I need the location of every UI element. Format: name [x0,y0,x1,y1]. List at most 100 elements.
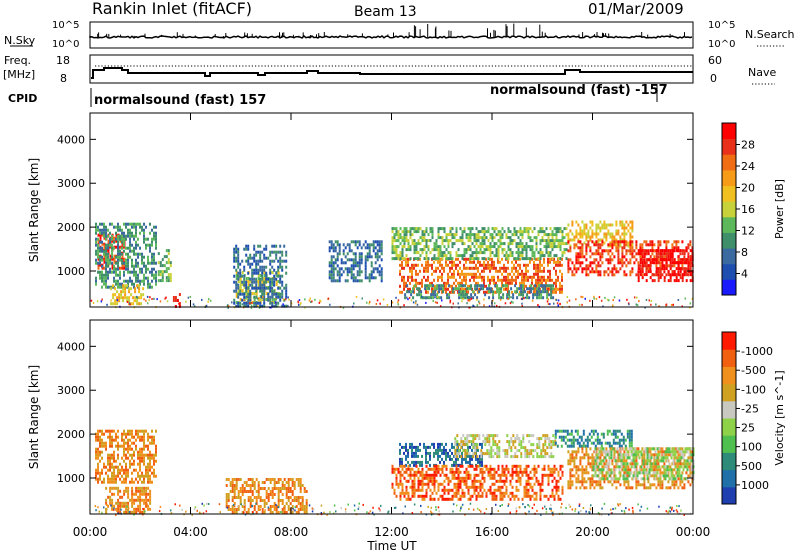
data-cell [663,276,666,280]
data-cell [597,246,600,250]
data-cell [595,226,598,230]
data-cell [525,464,528,468]
data-cell [565,242,568,246]
data-cell [469,272,471,276]
data-cell [543,245,546,249]
data-cell [459,260,461,264]
data-cell [115,438,117,442]
data-cell [537,284,539,288]
data-cell [131,471,133,475]
data-cell [465,278,467,282]
data-cell [273,484,276,487]
data-cell [305,508,308,511]
data-cell [364,276,367,280]
data-cell [233,478,236,481]
data-cell [123,504,126,508]
data-cell [615,223,618,227]
data-cell [631,270,634,274]
data-cell [629,226,632,230]
data-cell [133,273,135,277]
data-cell [579,229,582,233]
data-cell [665,264,668,268]
data-cell [583,267,586,271]
data-cell [533,290,535,294]
data-cell [501,236,504,240]
data-cell [247,499,250,502]
data-cell [555,269,557,273]
data-cell [393,251,396,255]
data-cell [155,237,157,241]
data-cell [481,227,484,231]
data-cell [603,249,606,253]
data-cell [513,239,516,243]
data-cell [265,247,268,251]
data-cell [481,476,484,480]
data-cell [591,235,594,239]
data-cell [364,240,367,244]
data-cell [123,279,125,283]
data-cell [261,277,264,281]
data-cell [561,278,563,282]
data-cell [425,464,428,468]
data-cell [432,293,435,297]
data-cell [510,296,512,299]
data-cell [174,299,177,302]
data-cell [611,270,614,274]
data-cell [531,230,534,234]
data-cell [139,507,142,511]
data-cell [492,290,495,294]
data-cell [159,261,162,265]
data-cell [109,432,111,436]
data-cell [546,293,549,297]
data-cell [539,251,542,255]
data-cell [547,275,549,279]
data-cell [130,302,133,306]
data-cell [231,478,234,481]
data-cell [125,501,128,505]
data-cell [655,270,658,274]
data-cell [231,496,234,499]
data-cell [451,476,454,480]
data-cell [125,252,127,256]
data-cell [599,226,602,230]
data-cell [405,248,408,252]
data-cell [637,264,640,268]
data-cell [641,267,644,271]
data-cell [641,276,644,280]
data-cell [395,257,398,261]
data-cell [681,279,684,283]
data-cell [149,456,151,460]
data-cell [665,243,668,247]
data-cell [481,494,484,498]
data-cell [131,264,133,268]
data-cell [376,252,379,256]
data-cell [366,246,369,250]
data-cell [281,511,284,514]
data-cell [380,249,383,253]
data-cell [271,301,274,305]
data-cell [455,485,458,489]
data-cell [135,468,137,472]
data-cell [655,267,658,271]
data-cell [370,273,373,277]
data-cell [491,467,494,471]
data-cell [491,239,494,243]
data-cell [147,444,149,448]
data-cell [567,261,570,265]
data-cell [459,272,461,276]
data-cell [659,270,662,274]
data-cell [689,243,692,247]
data-cell [137,495,140,499]
data-cell [237,286,240,290]
data-cell [95,468,97,472]
data-cell [539,227,542,231]
data-cell [233,301,236,305]
data-cell [689,264,692,268]
data-cell [595,240,598,244]
data-cell [641,252,644,256]
data-cell [346,273,349,277]
data-cell [407,242,410,246]
data-cell [129,453,131,457]
data-cell [489,464,492,468]
data-cell [273,478,276,481]
